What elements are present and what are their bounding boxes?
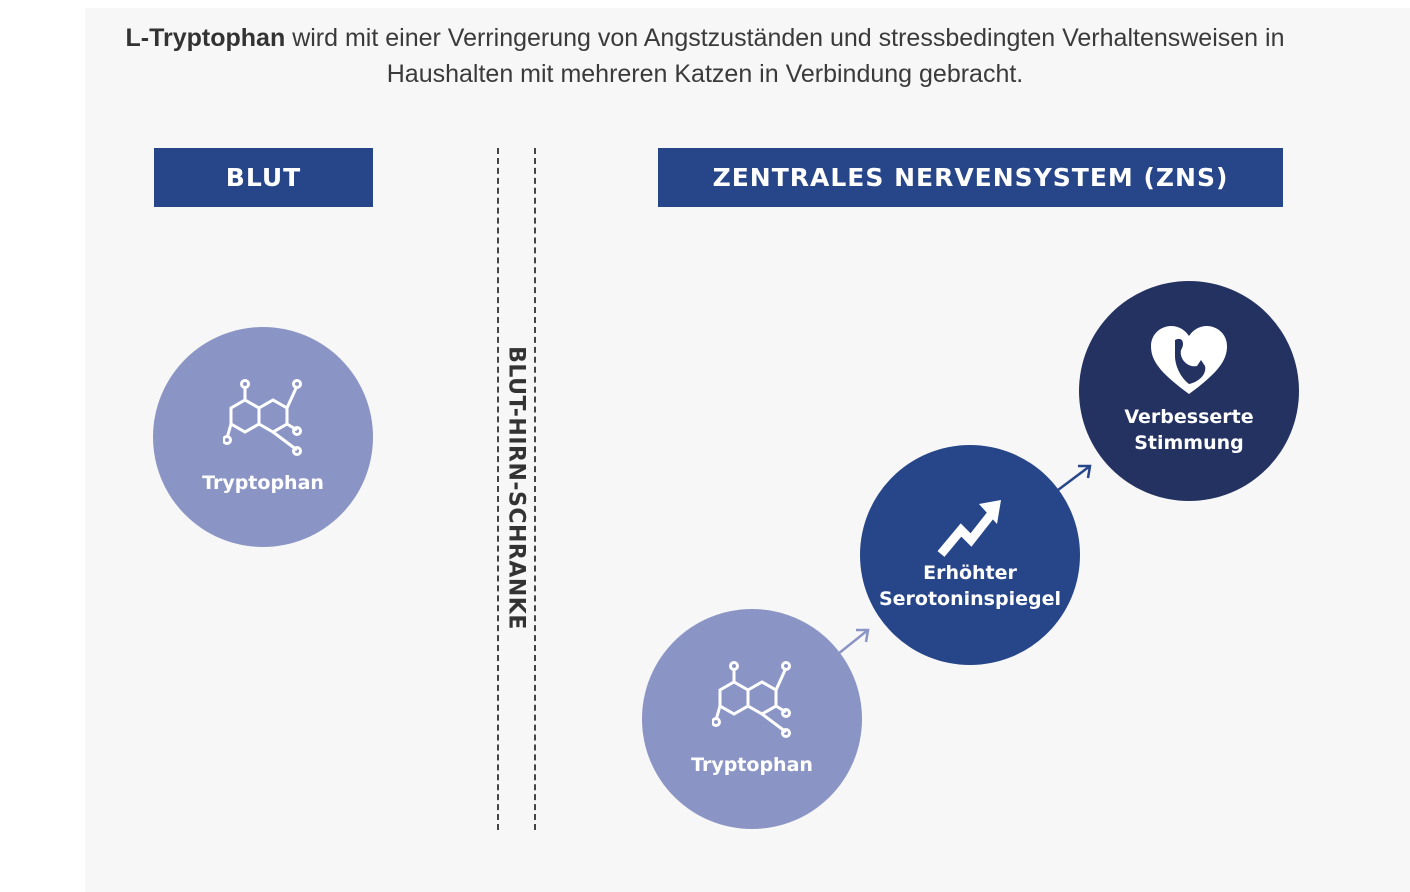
node-label-line1: Verbesserte	[1124, 406, 1254, 428]
barrier-line-right	[534, 148, 536, 830]
node-label: Tryptophan	[691, 754, 813, 776]
arrow-tryptophan-to-serotonin	[837, 628, 870, 655]
node-label: Tryptophan	[202, 472, 324, 494]
intro-text: L-Tryptophan wird mit einer Verringerung…	[85, 20, 1325, 92]
intro-bold: L-Tryptophan	[125, 24, 286, 52]
node-serotonin: Erhöhter Serotoninspiegel	[860, 445, 1080, 665]
node-mood: Verbesserte Stimmung	[1079, 281, 1299, 501]
trend-up-icon	[937, 500, 1001, 557]
intro-rest: wird mit einer Verringerung von Angstzus…	[285, 24, 1285, 88]
arrow-serotonin-to-mood	[1057, 464, 1092, 491]
molecule-icon	[222, 378, 303, 462]
node-label-line2: Serotoninspiegel	[878, 588, 1061, 610]
molecule-icon	[711, 660, 792, 744]
barrier-line-left	[497, 148, 499, 830]
heart-cat-icon	[1151, 326, 1227, 394]
node-label-line1: Erhöhter	[923, 562, 1017, 584]
node-cns-tryptophan: Tryptophan	[642, 609, 862, 829]
node-blood-tryptophan: Tryptophan	[153, 327, 373, 547]
header-blood: BLUT	[154, 148, 373, 207]
node-label-line2: Stimmung	[1134, 432, 1244, 454]
header-cns: ZENTRALES NERVENSYSTEM (ZNS)	[658, 148, 1283, 207]
